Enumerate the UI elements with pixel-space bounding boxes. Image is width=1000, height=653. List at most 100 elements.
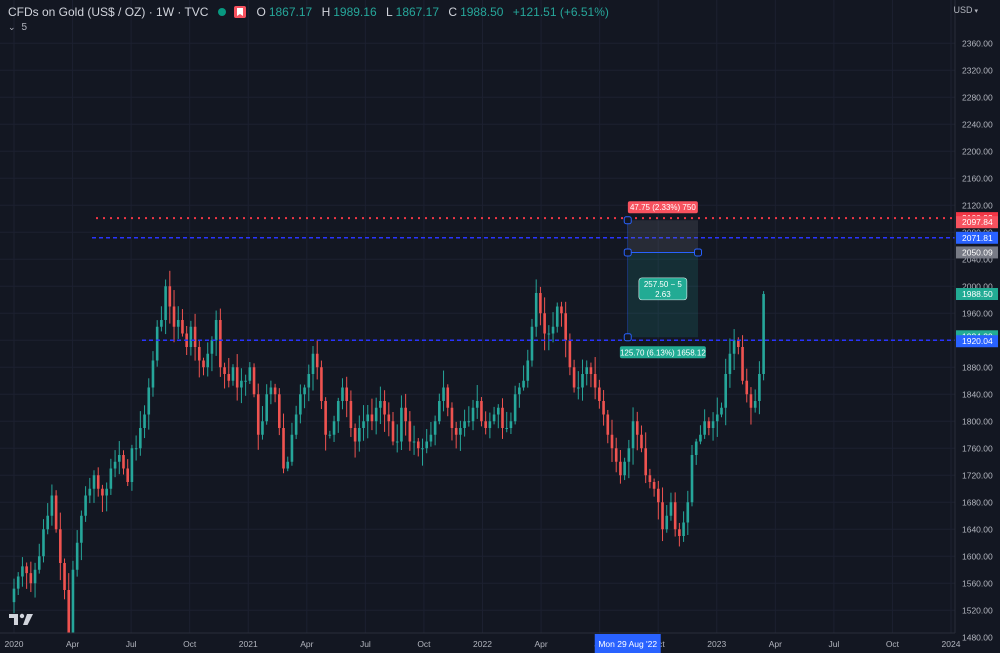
candle-body-61 — [269, 387, 273, 395]
candle-body-101 — [438, 401, 441, 422]
tradingview-logo-icon[interactable] — [8, 612, 34, 626]
candle-body-142 — [610, 434, 614, 449]
time-tick-8: 2022 — [473, 639, 492, 649]
price-axis-bg — [955, 0, 1000, 653]
candle-body-170 — [728, 353, 732, 374]
candle-body-21 — [101, 488, 104, 496]
time-tick-3: Oct — [183, 639, 197, 649]
time-tick-0: 2020 — [5, 639, 24, 649]
candle-body-31 — [143, 414, 146, 428]
candle-body-57 — [252, 367, 256, 395]
candle-body-154 — [661, 502, 664, 530]
support-line-badge — [956, 335, 998, 348]
candle-body-16 — [80, 515, 83, 543]
price-tick-16: 1720.00 — [962, 470, 993, 480]
price-tick-15: 1760.00 — [962, 443, 993, 453]
low-label: L — [385, 5, 393, 19]
price-tick-19: 1600.00 — [962, 551, 993, 561]
indicators-toggle[interactable]: ⌄ 5 — [8, 22, 27, 33]
candle-body-141 — [606, 414, 610, 435]
price-tick-0: 2360.00 — [962, 38, 993, 48]
stop-handle — [623, 216, 632, 225]
stop-loss-badge-label: 2097.84 — [962, 217, 993, 227]
candle-body-76 — [332, 421, 336, 435]
candle-body-177 — [758, 374, 761, 401]
candle-body-18 — [88, 488, 92, 496]
time-tick-16: 2024 — [942, 639, 961, 649]
candle-body-94 — [408, 421, 412, 442]
candle-body-123 — [530, 326, 534, 361]
candle-body-144 — [619, 461, 622, 476]
target-label: 125.70 (6.13%) 1658.12 — [620, 348, 706, 357]
crosshair-date-label: Mon 29 Aug '22 — [598, 639, 657, 649]
price-tick-18: 1640.00 — [962, 524, 993, 534]
candle-body-0 — [12, 588, 16, 603]
candle-body-45 — [202, 360, 205, 368]
candle-body-89 — [387, 414, 391, 422]
candle-body-172 — [737, 340, 740, 347]
high-value: 1989.16 — [333, 5, 377, 19]
price-tick-22: 1480.00 — [962, 632, 993, 642]
symbol-title[interactable]: CFDs on Gold (US$ / OZ) · 1W · TVC — [8, 5, 209, 19]
candle-body-102 — [442, 387, 445, 401]
candle-body-78 — [341, 387, 344, 401]
price-level-lines — [92, 217, 955, 341]
candle-body-116 — [501, 407, 504, 428]
price-tick-2: 2280.00 — [962, 92, 993, 102]
favorite-flag-icon[interactable] — [234, 6, 247, 18]
candle-body-82 — [358, 428, 361, 442]
candle-body-24 — [113, 461, 117, 469]
candle-body-47 — [210, 340, 214, 354]
candle-body-15 — [75, 542, 79, 570]
candle-body-121 — [522, 380, 525, 388]
price-tick-5: 2160.00 — [962, 173, 993, 183]
candle-body-125 — [539, 293, 542, 314]
candle-body-122 — [526, 360, 530, 381]
candle-body-70 — [307, 374, 311, 388]
candle-body-110 — [475, 401, 479, 408]
candle-body-23 — [109, 468, 113, 489]
candle-body-98 — [425, 441, 429, 449]
candle-body-129 — [555, 306, 559, 327]
short-position-tool[interactable]: 47.75 (2.33%) 750 257.50 − 52.63 125.70 (6… — [619, 201, 706, 359]
change-value: +121.51 (+6.51%) — [512, 5, 609, 19]
candle-body-25 — [117, 455, 121, 462]
candle-body-169 — [724, 374, 728, 408]
candle-body-12 — [63, 563, 66, 590]
target-label-box — [619, 346, 706, 359]
candle-body-148 — [635, 421, 639, 435]
width-handle — [694, 248, 703, 257]
candle-body-139 — [598, 387, 601, 401]
time-tick-14: Jul — [828, 639, 839, 649]
candle-body-97 — [421, 448, 424, 450]
candle-body-14 — [71, 569, 75, 638]
candle-body-167 — [715, 414, 719, 422]
chevron-down-icon: ⌄ — [8, 22, 16, 32]
candle-body-68 — [299, 394, 302, 415]
high-label: H — [321, 5, 331, 19]
currency-selector[interactable]: USD ▾ — [953, 5, 978, 15]
candle-body-53 — [235, 367, 239, 388]
price-tick-14: 1800.00 — [962, 416, 993, 426]
price-axis[interactable]: 2360.00 2320.00 2280.00 2240.00 2200.00 2160.… — [954, 0, 1000, 653]
stop-loss-badge — [956, 216, 998, 229]
market-open-dot-icon — [218, 8, 227, 16]
candle-body-1 — [16, 576, 20, 589]
candle-body-147 — [631, 421, 635, 449]
candle-body-51 — [227, 374, 231, 381]
indicator-count: 5 — [21, 22, 28, 33]
candle-body-130 — [560, 306, 563, 314]
time-axis[interactable]: 2020 Apr Jul Oct 2021 Apr Jul Oct 2022 Apr Jul Oct 2… — [0, 632, 961, 653]
candle-body-66 — [290, 434, 294, 462]
candle-body-67 — [294, 414, 298, 435]
time-tick-7: Oct — [417, 639, 431, 649]
candle-body-77 — [336, 401, 340, 422]
time-tick-1: Apr — [66, 639, 79, 649]
candle-body-54 — [240, 380, 243, 388]
candle-body-62 — [273, 387, 277, 395]
candle-body-140 — [602, 401, 605, 415]
candle-body-91 — [395, 441, 399, 443]
candle-body-99 — [429, 434, 433, 442]
price-tick-12: 1880.00 — [962, 362, 993, 372]
